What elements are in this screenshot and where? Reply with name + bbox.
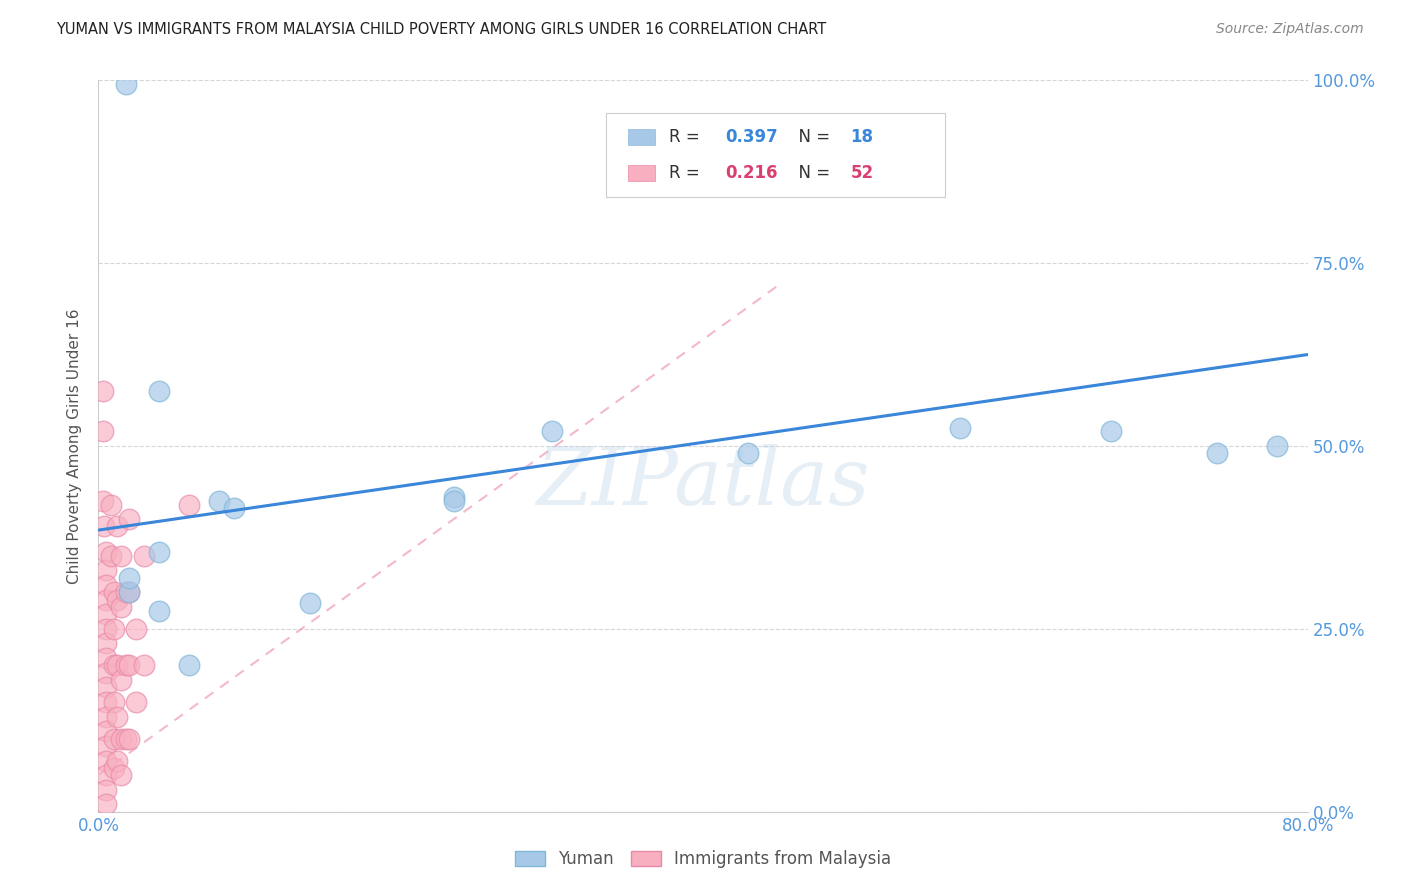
Point xyxy=(1267,439,1289,453)
Text: R =: R = xyxy=(669,128,706,145)
Point xyxy=(91,384,114,399)
Point xyxy=(100,498,122,512)
Point xyxy=(114,731,136,746)
Point xyxy=(179,498,201,512)
Point xyxy=(148,545,170,559)
Point xyxy=(103,695,125,709)
Point xyxy=(540,425,562,439)
Point xyxy=(94,636,117,650)
Point xyxy=(94,724,117,739)
Point xyxy=(1206,446,1229,460)
FancyBboxPatch shape xyxy=(628,128,655,145)
Point xyxy=(94,592,117,607)
Point xyxy=(94,545,117,559)
Text: Source: ZipAtlas.com: Source: ZipAtlas.com xyxy=(1216,22,1364,37)
Point xyxy=(103,585,125,599)
Point xyxy=(1099,425,1122,439)
Point xyxy=(103,658,125,673)
Point xyxy=(94,754,117,768)
Y-axis label: Child Poverty Among Girls Under 16: Child Poverty Among Girls Under 16 xyxy=(67,309,83,583)
Point xyxy=(94,563,117,577)
Point xyxy=(148,384,170,399)
Point xyxy=(224,501,246,516)
Text: YUMAN VS IMMIGRANTS FROM MALAYSIA CHILD POVERTY AMONG GIRLS UNDER 16 CORRELATION: YUMAN VS IMMIGRANTS FROM MALAYSIA CHILD … xyxy=(56,22,827,37)
Point xyxy=(118,658,141,673)
Point xyxy=(94,739,117,753)
Text: 0.216: 0.216 xyxy=(724,164,778,182)
Point xyxy=(103,761,125,775)
Text: ZIPatlas: ZIPatlas xyxy=(536,444,870,521)
Point xyxy=(118,585,141,599)
Point xyxy=(114,77,136,91)
Point xyxy=(132,658,155,673)
Point xyxy=(103,622,125,636)
Point xyxy=(94,578,117,592)
Point xyxy=(110,599,132,614)
FancyBboxPatch shape xyxy=(606,113,945,197)
Point xyxy=(94,622,117,636)
Point xyxy=(94,607,117,622)
Point xyxy=(91,425,114,439)
Text: 52: 52 xyxy=(851,164,873,182)
Point xyxy=(208,494,231,508)
Point xyxy=(114,658,136,673)
Point xyxy=(179,658,201,673)
FancyBboxPatch shape xyxy=(628,165,655,181)
Point xyxy=(132,549,155,563)
Text: 0.397: 0.397 xyxy=(724,128,778,145)
Text: 18: 18 xyxy=(851,128,873,145)
Point xyxy=(100,549,122,563)
Point xyxy=(105,519,128,533)
Point xyxy=(103,731,125,746)
Point xyxy=(94,665,117,680)
Point xyxy=(148,603,170,617)
Text: R =: R = xyxy=(669,164,706,182)
Point xyxy=(118,512,141,526)
Point xyxy=(443,494,465,508)
Point xyxy=(94,651,117,665)
Point xyxy=(93,519,115,533)
Point xyxy=(94,695,117,709)
Point xyxy=(105,658,128,673)
Point xyxy=(105,592,128,607)
Point xyxy=(94,782,117,797)
Point xyxy=(125,622,148,636)
Point xyxy=(110,768,132,782)
Point xyxy=(110,673,132,687)
Point xyxy=(105,709,128,723)
Legend: Yuman, Immigrants from Malaysia: Yuman, Immigrants from Malaysia xyxy=(510,845,896,873)
Point xyxy=(125,695,148,709)
Point xyxy=(114,585,136,599)
Text: N =: N = xyxy=(787,164,835,182)
Point xyxy=(94,709,117,723)
Point xyxy=(110,731,132,746)
Point xyxy=(94,681,117,695)
Point xyxy=(299,596,322,610)
Point xyxy=(91,494,114,508)
Point xyxy=(105,754,128,768)
Point xyxy=(94,797,117,812)
Point xyxy=(737,446,759,460)
Point xyxy=(118,731,141,746)
Point xyxy=(110,549,132,563)
Text: N =: N = xyxy=(787,128,835,145)
Point xyxy=(118,571,141,585)
Point xyxy=(443,490,465,504)
Point xyxy=(94,768,117,782)
Point xyxy=(118,585,141,599)
Point xyxy=(949,421,972,435)
